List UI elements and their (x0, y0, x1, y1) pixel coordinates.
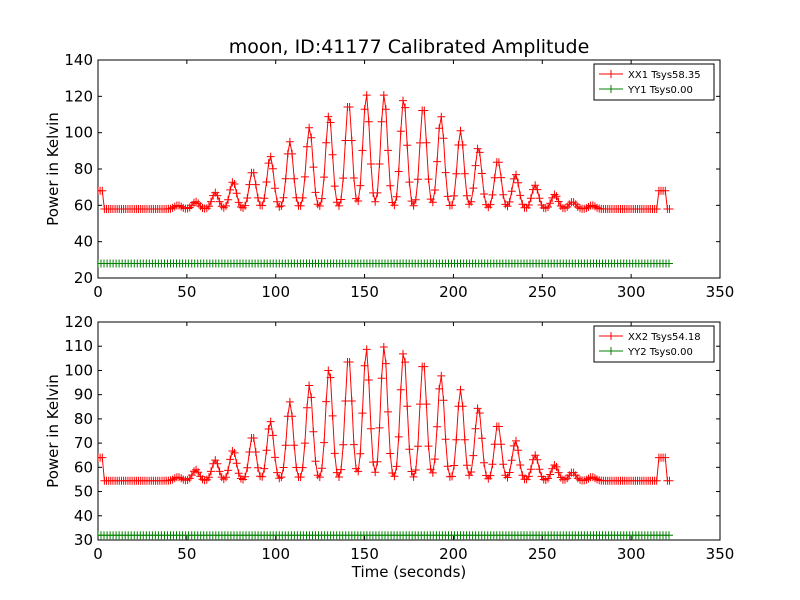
legend-marker (607, 85, 615, 93)
legend-entry: XX1 Tsys58.35 (628, 70, 701, 81)
y-tick-label: 100 (64, 124, 93, 142)
chart-title: moon, ID:41177 Calibrated Amplitude (229, 36, 590, 58)
x-tick-label: 200 (439, 283, 468, 301)
x-tick-label: 250 (528, 545, 557, 563)
x-tick-label: 0 (93, 283, 103, 301)
y-tick-label: 120 (64, 87, 93, 105)
y-tick-label: 60 (74, 196, 93, 214)
legend-marker (607, 347, 615, 355)
series-markers-yy2 (98, 531, 673, 540)
x-tick-label: 250 (528, 283, 557, 301)
x-tick-label: 50 (177, 283, 196, 301)
x-tick-label: 50 (177, 545, 196, 563)
plot-data-group-2 (98, 343, 674, 540)
y-tick-label: 60 (74, 458, 93, 476)
series-markers-xx2 (98, 343, 674, 485)
y-tick-label: 30 (74, 531, 93, 549)
x-tick-label: 300 (617, 283, 646, 301)
y-tick-label: 120 (64, 313, 93, 331)
x-tick-label: 0 (93, 545, 103, 563)
legend-entry: XX2 Tsys54.18 (628, 332, 701, 343)
y-tick-label: 80 (74, 160, 93, 178)
x-tick-label: 150 (350, 545, 379, 563)
legend-entry: YY1 Tsys0.00 (627, 85, 693, 96)
plot-data-group-1 (98, 91, 674, 268)
legend-marker (607, 332, 615, 340)
y-tick-label: 100 (64, 361, 93, 379)
x-axis-label: Time (seconds) (351, 563, 467, 581)
x-tick-label: 300 (617, 545, 646, 563)
legend-box (593, 325, 715, 363)
x-tick-label: 200 (439, 545, 468, 563)
y-axis-label: Power in Kelvin (44, 374, 62, 488)
x-tick-label: 100 (261, 545, 290, 563)
series-markers-yy1 (98, 259, 673, 268)
y-tick-label: 90 (74, 386, 93, 404)
x-tick-label: 100 (261, 283, 290, 301)
x-tick-label: 150 (350, 283, 379, 301)
y-tick-label: 40 (74, 507, 93, 525)
x-tick-label: 350 (706, 545, 735, 563)
y-tick-label: 50 (74, 483, 93, 501)
legend-marker (607, 70, 615, 78)
y-tick-label: 80 (74, 410, 93, 428)
y-tick-label: 70 (74, 434, 93, 452)
y-tick-label: 140 (64, 51, 93, 69)
y-axis-label: Power in Kelvin (44, 112, 62, 226)
y-tick-label: 40 (74, 233, 93, 251)
y-tick-label: 110 (64, 337, 93, 355)
series-markers-xx1 (98, 91, 674, 213)
legend-entry: YY2 Tsys0.00 (627, 347, 693, 358)
legend-box (593, 63, 715, 101)
y-tick-label: 20 (74, 269, 93, 287)
x-tick-label: 350 (706, 283, 735, 301)
